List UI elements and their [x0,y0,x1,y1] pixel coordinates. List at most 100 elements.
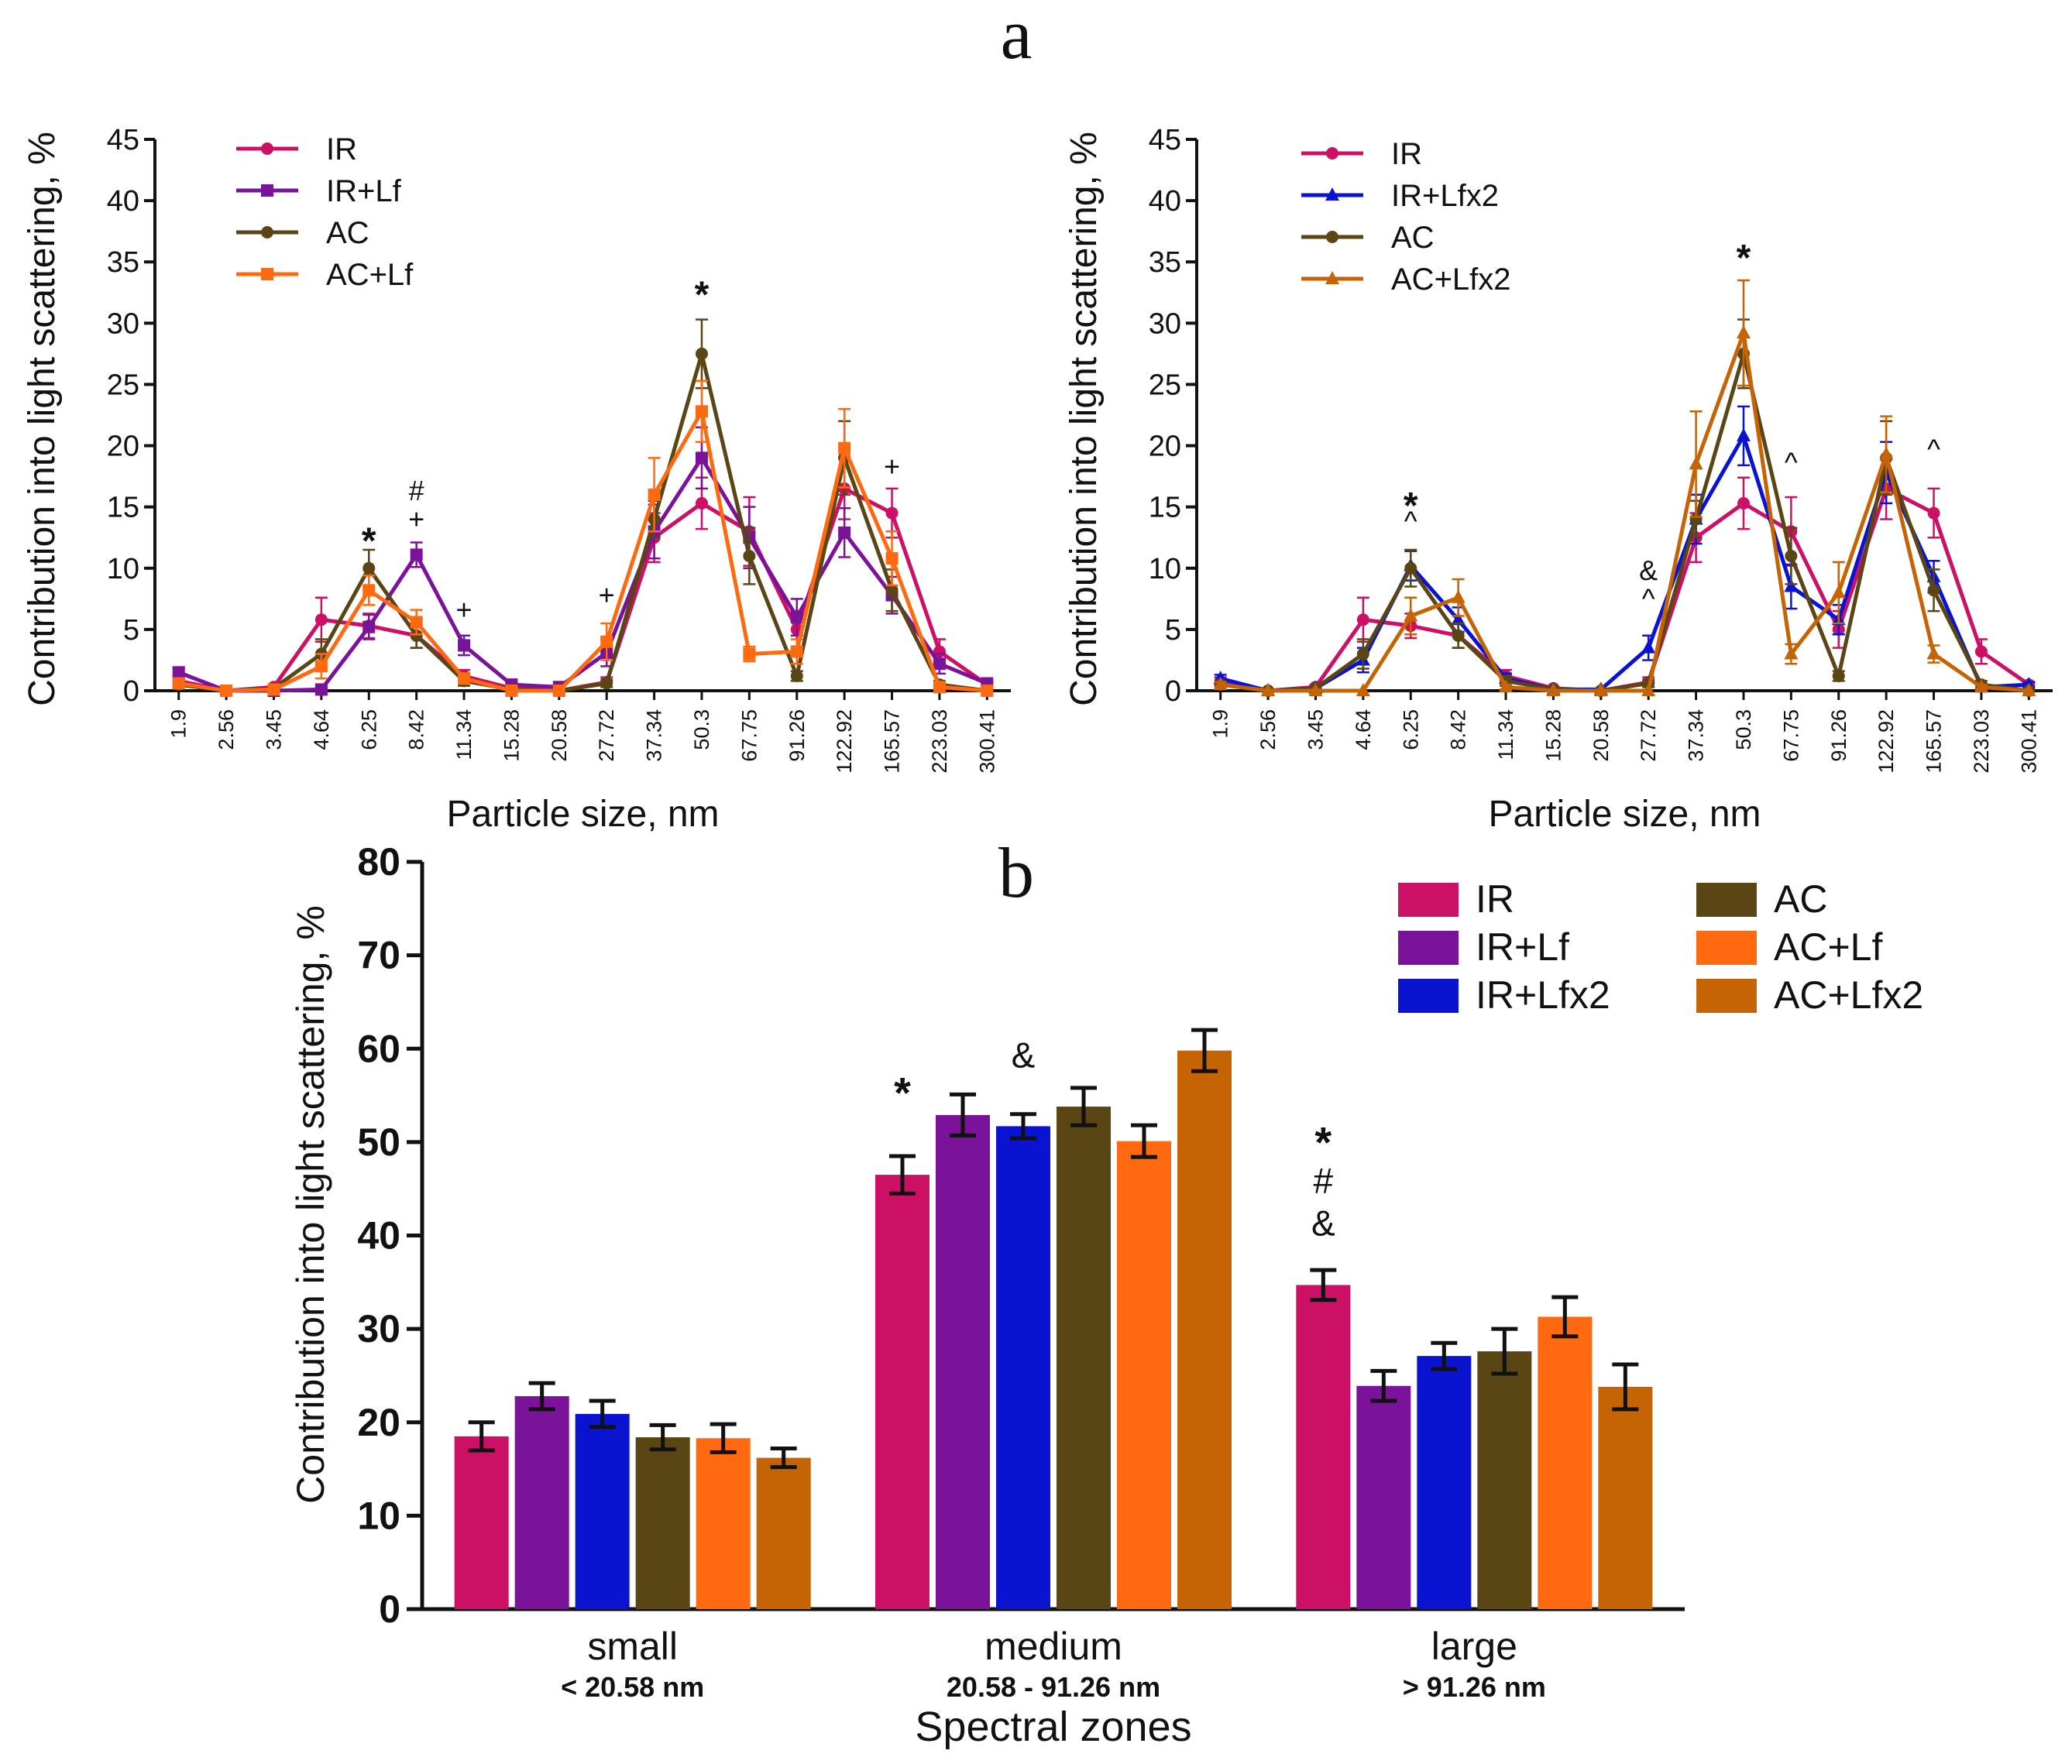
x-tick-label: 4.64 [310,709,333,750]
legend: IR IR+Lf AC AC+Lf [236,132,414,292]
x-tick-label: 1.9 [167,709,191,739]
x-tick-label: 37.34 [1685,709,1708,762]
data-point [838,441,851,455]
y-tick-label: 20 [107,431,139,463]
data-point [410,629,423,642]
data-point [1451,589,1466,603]
data-point [1689,456,1703,470]
y-tick-label: 10 [1149,553,1181,585]
data-point [1593,683,1608,696]
significance-marker: + [884,450,900,482]
data-point [1356,683,1370,696]
y-tick-label: 25 [1149,369,1181,401]
series-line [177,455,988,693]
data-point [743,549,756,562]
data-point [790,670,803,683]
bar [1296,1285,1351,1609]
legend-swatch-marker [1326,231,1338,243]
data-point [1641,640,1656,654]
series-IR [172,457,994,697]
data-point [695,405,708,418]
significance-marker: * [362,521,376,562]
data-point [1404,608,1418,622]
legend-swatch [1696,931,1757,965]
line-chart-a-left: 0 5 10 15 20 25 30 35 40 45 1.9 2.56 3.45 4.64 6.25 8.4… [22,124,1011,835]
data-point [933,657,946,671]
bar [1598,1386,1653,1609]
data-point [1879,446,1894,460]
data-point [1356,647,1369,661]
x-tick-label: 122.92 [1874,709,1898,774]
bar [1057,1107,1111,1609]
legend-swatch-marker [261,268,273,280]
series-AC+Lfx2 [1213,279,2036,696]
x-tick-label: 223.03 [928,709,951,774]
significance-marker: & [1311,1203,1335,1243]
legend-swatch [1398,931,1459,965]
y-tick-label: 0 [1165,675,1181,708]
data-point [220,685,233,697]
category-range-label: < 20.58 nm [561,1671,704,1703]
data-point [1641,683,1656,696]
data-point [1356,613,1369,626]
y-tick-label: 45 [107,124,139,156]
bar [756,1457,811,1609]
series-IR [1214,457,2036,697]
series-IR [454,1154,1351,1609]
legend-swatch-marker [261,226,273,239]
y-tick-label: 35 [1149,246,1181,279]
data-point [314,613,328,626]
legend-label: IR [1391,137,1422,171]
data-point [410,548,423,561]
data-point [743,647,756,661]
series-line [1220,352,2029,693]
panel-a-label: a [1001,0,1033,74]
data-point [1974,679,1988,693]
data-point [1499,679,1514,693]
x-tick-label: 2.56 [1256,709,1280,750]
panel-b-label: b [998,833,1034,912]
bar [996,1126,1050,1609]
significance-marker: # [409,475,424,506]
data-point [1736,324,1751,338]
x-tick-label: 20.58 [548,709,571,762]
data-point [695,451,708,465]
y-tick-label: 40 [357,1214,400,1258]
x-tick-label: 37.34 [643,709,666,762]
x-tick-label: 4.64 [1352,709,1375,750]
y-tick-label: 15 [1149,492,1181,524]
x-tick-label: 6.25 [1399,709,1422,750]
data-point [1736,427,1751,441]
bar [635,1437,690,1609]
data-point [1831,585,1846,599]
bar [1177,1050,1232,1609]
data-point [838,526,851,539]
data-point [1784,578,1799,592]
legend-label: AC+Lf [1774,925,1882,969]
significance-marker: + [456,594,472,626]
bar [514,1395,569,1609]
data-point [552,685,565,697]
data-point [410,616,423,629]
data-point [505,685,518,697]
legend-swatch-marker [1326,147,1338,160]
x-tick-label: 1.9 [1209,709,1232,739]
series-AC+Lf [696,1123,1593,1609]
series-AC [1214,318,2036,697]
significance-marker: ^ [1642,582,1655,614]
y-tick-label: 40 [1149,185,1181,218]
significance-marker: * [1314,1117,1332,1166]
legend-label: IR+Lfx2 [1476,973,1610,1017]
legend-label: AC [1391,221,1435,255]
significance-marker: ^ [1927,433,1940,465]
x-tick-label: 8.42 [405,709,428,750]
x-tick-label: 20.58 [1589,709,1613,762]
significance-marker: # [1314,1161,1334,1201]
bar [1356,1385,1411,1609]
category-label: small [587,1625,678,1668]
bar [575,1413,630,1609]
x-tick-label: 300.41 [2017,709,2040,774]
series-line [1220,331,2029,693]
